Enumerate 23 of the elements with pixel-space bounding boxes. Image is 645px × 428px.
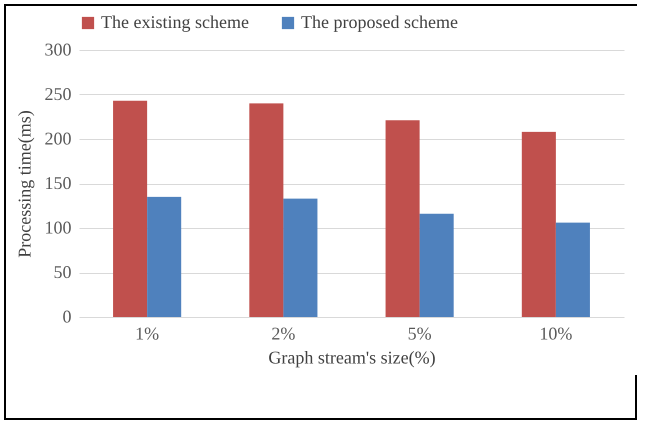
y-tick-label: 0 (62, 306, 72, 326)
legend-label: The proposed scheme (301, 12, 458, 32)
y-tick-label: 300 (44, 40, 72, 60)
y-tick-label: 250 (44, 84, 72, 104)
x-tick-label: 10% (539, 324, 572, 344)
y-tick-label: 150 (44, 173, 72, 193)
bar (556, 222, 590, 317)
bar (113, 100, 148, 317)
x-axis-title: Graph stream's size(%) (268, 348, 436, 368)
bar (283, 198, 318, 317)
y-tick-label: 100 (44, 218, 72, 238)
bar (522, 132, 556, 317)
bar (249, 103, 284, 317)
bar (420, 214, 454, 317)
x-tick-label: 5% (408, 324, 432, 344)
legend-label: The existing scheme (101, 12, 249, 32)
x-tick-label: 2% (271, 324, 296, 344)
y-tick-label: 50 (54, 262, 72, 282)
y-axis-title: Processing time(ms) (14, 110, 34, 258)
bar (386, 120, 420, 317)
x-tick-label: 1% (135, 324, 160, 344)
bar (147, 196, 182, 317)
y-tick-label: 200 (44, 128, 72, 148)
